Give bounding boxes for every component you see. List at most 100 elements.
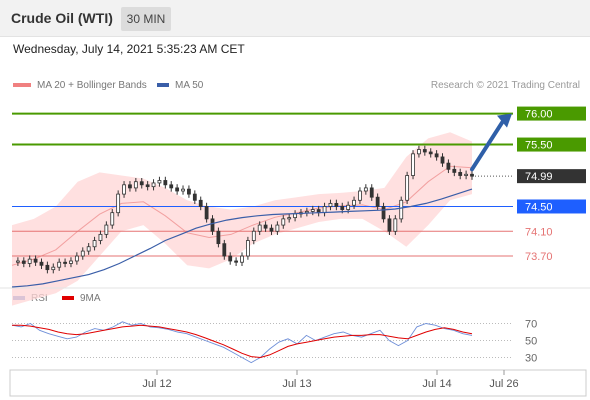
level-label-76-00: 76.00 — [525, 109, 553, 121]
candle-body — [293, 213, 297, 219]
candle-body — [440, 156, 445, 164]
price-candle — [234, 257, 239, 266]
candle-body — [104, 224, 109, 235]
price-candle — [192, 190, 197, 205]
price-candle — [74, 252, 79, 265]
price-candle — [228, 252, 233, 265]
time-tick-label: Jul 12 — [142, 378, 171, 390]
price-candle — [417, 145, 421, 158]
candle-body — [98, 233, 103, 241]
price-candle — [21, 257, 26, 268]
level-label-74-50: 74.50 — [525, 201, 553, 213]
rsi-label: RSI — [31, 293, 48, 304]
candle-body — [210, 218, 215, 232]
candle-body — [192, 193, 197, 201]
ma20-line — [11, 165, 473, 266]
rsi-tick-70: 70 — [525, 319, 537, 331]
price-candle — [287, 213, 292, 223]
price-candle — [358, 187, 362, 205]
price-candle — [281, 215, 286, 229]
level-label-74-10: 74.10 — [525, 226, 553, 238]
candle-body — [74, 255, 79, 262]
candle-body — [39, 261, 44, 266]
candle-body — [175, 187, 180, 192]
price-candle — [80, 247, 85, 260]
price-candle — [151, 179, 156, 191]
price-candle — [399, 196, 404, 223]
price-candle — [446, 159, 451, 174]
candle-body — [275, 224, 280, 232]
candle-body — [257, 224, 262, 232]
price-candle — [275, 221, 280, 235]
candle-body — [80, 250, 85, 257]
candle-body — [240, 255, 244, 263]
candle-body — [251, 230, 256, 241]
candle-body — [163, 180, 168, 186]
rsi-ma9-line — [12, 324, 473, 359]
price-candle — [57, 258, 62, 271]
candle-body — [375, 196, 380, 207]
candle-body — [63, 261, 67, 264]
candle-body — [281, 218, 286, 226]
candle-body — [322, 206, 327, 214]
price-candle — [169, 181, 174, 192]
price-candle — [334, 199, 339, 211]
bollinger-label: MA 20 + Bollinger Bands — [37, 80, 147, 91]
candle-body — [69, 260, 73, 264]
candle-body — [228, 255, 233, 262]
candle-body — [222, 243, 227, 257]
candle-body — [470, 173, 474, 177]
candle-body — [446, 162, 451, 170]
candle-body — [86, 246, 91, 252]
candle-body — [352, 199, 356, 206]
price-candle — [104, 221, 109, 239]
price-candle — [375, 193, 380, 211]
timeframe-button[interactable]: 30 MIN — [121, 7, 171, 31]
instrument-title: Crude Oil (WTI) — [11, 10, 113, 26]
price-candle — [45, 261, 50, 274]
candle-body — [169, 184, 174, 189]
price-candle — [363, 184, 368, 195]
candle-body — [369, 187, 374, 198]
level-badge-74-50 — [517, 199, 586, 214]
price-candle — [122, 181, 126, 198]
ma9-swatch — [62, 296, 74, 301]
price-candle — [352, 196, 356, 209]
price-candle — [86, 243, 91, 255]
candle-body — [363, 187, 368, 192]
bollinger-band — [12, 132, 472, 306]
candle-body — [399, 199, 404, 220]
forecast-arrow-head — [497, 113, 512, 128]
candle-body — [464, 173, 469, 176]
price-candle — [251, 227, 256, 245]
rsi-line — [11, 321, 473, 364]
time-tick-label: Jul 26 — [489, 378, 518, 390]
candle-body — [269, 227, 274, 232]
time-tick-label: Jul 13 — [282, 378, 311, 390]
candle-body — [304, 211, 309, 214]
candle-body — [139, 181, 144, 186]
candle-body — [151, 182, 156, 188]
candle-body — [340, 206, 345, 210]
candle-body — [434, 153, 439, 158]
candle-body — [263, 224, 268, 229]
level-badge-75-50 — [517, 137, 586, 152]
time-axis — [9, 369, 587, 397]
level-badge-76-00 — [517, 106, 586, 121]
bollinger-swatch — [13, 83, 31, 88]
legend-bollinger: MA 20 + Bollinger Bands — [13, 80, 147, 91]
price-candle — [411, 150, 415, 180]
price-candle — [92, 236, 97, 251]
level-label-73-70: 73.70 — [525, 251, 553, 263]
candle-body — [204, 206, 209, 220]
price-candle — [51, 263, 56, 274]
price-candle — [210, 215, 215, 235]
price-candle — [33, 255, 38, 266]
ma50-line — [11, 188, 473, 288]
candle-body — [405, 175, 410, 201]
legend-ma50: MA 50 — [157, 80, 203, 91]
datetime-label: Wednesday, July 14, 2021 5:35:23 AM CET — [13, 42, 245, 56]
price-candle — [145, 181, 150, 191]
price-candle — [63, 258, 67, 268]
